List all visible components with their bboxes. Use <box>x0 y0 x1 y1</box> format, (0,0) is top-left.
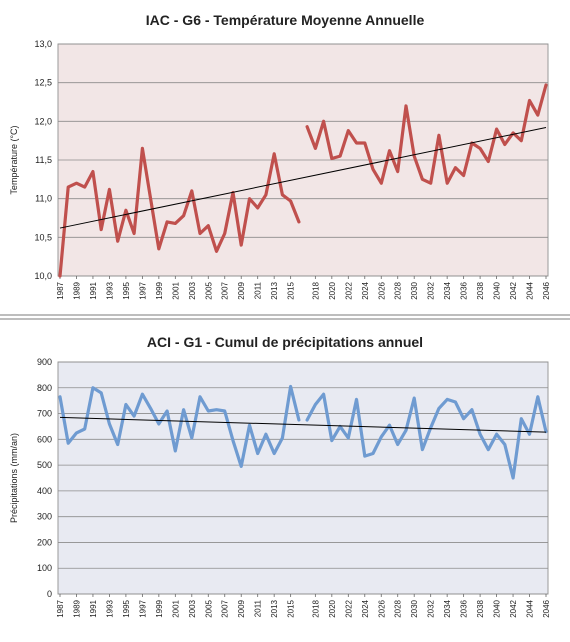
y-tick-label: 11,0 <box>35 194 52 204</box>
x-tick-label: 1989 <box>72 281 81 299</box>
x-tick-label: 2022 <box>344 599 353 617</box>
x-tick-label: 1993 <box>105 599 114 617</box>
x-tick-label: 2013 <box>270 281 279 299</box>
y-tick-label: 400 <box>37 486 52 496</box>
y-tick-label: 300 <box>37 512 52 522</box>
x-tick-label: 2046 <box>542 281 551 299</box>
x-tick-label: 1995 <box>122 599 131 617</box>
x-tick-label: 1987 <box>56 599 65 617</box>
x-tick-label: 2046 <box>542 599 551 617</box>
x-tick-label: 2007 <box>221 599 230 617</box>
chart-title: IAC - G6 - Température Moyenne Annuelle <box>145 12 425 28</box>
x-tick-label: 1997 <box>138 281 147 299</box>
y-tick-label: 10,0 <box>34 271 52 281</box>
y-tick-label: 10,5 <box>34 232 52 242</box>
x-tick-label: 2015 <box>287 281 296 299</box>
x-tick-label: 1991 <box>89 281 98 299</box>
x-tick-label: 2042 <box>509 599 518 617</box>
x-tick-label: 2001 <box>171 281 180 299</box>
y-tick-label: 0 <box>47 589 52 599</box>
x-tick-label: 2036 <box>460 281 469 299</box>
x-tick-label: 2028 <box>394 281 403 299</box>
x-tick-label: 2040 <box>493 281 502 299</box>
series-line-2 <box>305 83 548 185</box>
x-tick-label: 2042 <box>509 281 518 299</box>
x-tick-label: 1989 <box>72 599 81 617</box>
x-tick-label: 2030 <box>410 281 419 299</box>
x-tick-label: 1999 <box>155 599 164 617</box>
trend-line <box>59 416 547 433</box>
x-tick-label: 2032 <box>427 599 436 617</box>
x-tick-label: 2011 <box>254 599 263 617</box>
temperature-chart-panel: IAC - G6 - Température Moyenne Annuelle … <box>0 0 570 316</box>
series-line-1 <box>58 384 301 468</box>
x-tick-label: 1997 <box>138 599 147 617</box>
x-tick-label: 2018 <box>311 281 320 299</box>
x-tick-label: 2020 <box>328 599 337 617</box>
plot-area <box>57 361 549 595</box>
x-tick-label: 1993 <box>105 281 114 299</box>
y-tick-label: 11,5 <box>35 155 52 165</box>
x-tick-label: 2038 <box>476 599 485 617</box>
x-tick-label: 1999 <box>155 281 164 299</box>
precipitation-chart: 0 100 200 300 400 500 600 700 800 900 1987 1989 1991… <box>9 357 551 618</box>
temperature-chart: 10,0 10,5 11,0 11,5 12,0 12,5 13,0 1987 1989 1991… <box>9 39 551 300</box>
y-tick-label: 12,5 <box>34 78 52 88</box>
x-tick-label: 1987 <box>56 281 65 299</box>
x-tick-label: 2024 <box>361 599 370 617</box>
series-line-2 <box>305 392 548 480</box>
x-tick-label: 2005 <box>204 599 213 617</box>
x-tick-label: 2026 <box>377 599 386 617</box>
x-tick-label: 2044 <box>526 281 535 299</box>
x-tick-label: 1991 <box>89 599 98 617</box>
x-tick-label: 2028 <box>394 599 403 617</box>
x-tick-label: 2009 <box>237 281 246 299</box>
precipitation-chart-panel: ACI - G1 - Cumul de précipitations annue… <box>0 318 570 642</box>
y-tick-label: 500 <box>37 460 52 470</box>
x-tick-label: 2005 <box>204 281 213 299</box>
y-tick-label: 200 <box>37 537 52 547</box>
x-tick-label: 2007 <box>221 281 230 299</box>
x-tick-label: 2034 <box>443 599 452 617</box>
x-tick-label: 2022 <box>344 281 353 299</box>
x-tick-label: 2036 <box>460 599 469 617</box>
x-tick-label: 2030 <box>410 599 419 617</box>
y-tick-label: 800 <box>37 383 52 393</box>
x-tick-label: 2003 <box>188 281 197 299</box>
x-tick-label: 2009 <box>237 599 246 617</box>
y-tick-label: 600 <box>37 434 52 444</box>
x-tick-label: 2018 <box>311 599 320 617</box>
y-axis-label: Précipitations (mm/an) <box>9 433 19 523</box>
x-tick-label: 2032 <box>427 281 436 299</box>
x-tick-label: 2011 <box>254 281 263 299</box>
x-tick-label: 2001 <box>171 599 180 617</box>
y-axis-label: Température (°C) <box>9 125 19 194</box>
trend-line <box>59 127 547 229</box>
x-tick-label: 2038 <box>476 281 485 299</box>
y-tick-label: 13,0 <box>34 39 52 49</box>
x-tick-label: 2026 <box>377 281 386 299</box>
x-tick-label: 2013 <box>270 599 279 617</box>
x-tick-label: 1995 <box>122 281 131 299</box>
x-tick-label: 2003 <box>188 599 197 617</box>
x-tick-label: 2015 <box>287 599 296 617</box>
y-tick-label: 100 <box>37 563 52 573</box>
x-tick-label: 2044 <box>526 599 535 617</box>
x-tick-label: 2020 <box>328 281 337 299</box>
y-tick-label: 900 <box>37 357 52 367</box>
chart-title: ACI - G1 - Cumul de précipitations annue… <box>146 334 424 350</box>
x-tick-label: 2034 <box>443 281 452 299</box>
x-tick-label: 2040 <box>493 599 502 617</box>
y-tick-label: 700 <box>37 409 52 419</box>
x-tick-label: 2024 <box>361 281 370 299</box>
y-tick-label: 12,0 <box>34 116 52 126</box>
